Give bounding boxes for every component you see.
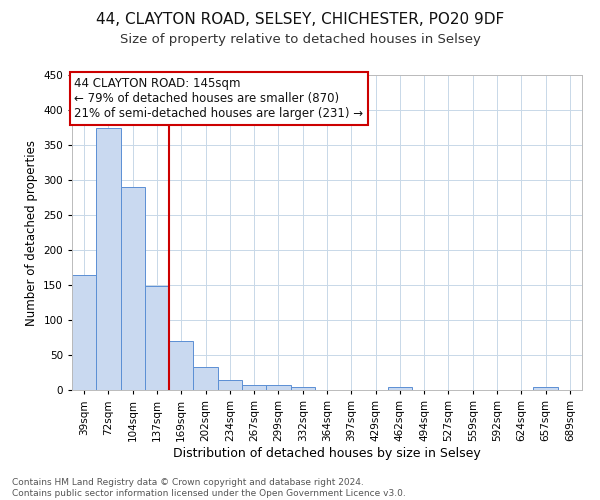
Bar bbox=[121, 187, 145, 390]
Bar bbox=[145, 286, 169, 390]
Text: 44 CLAYTON ROAD: 145sqm
← 79% of detached houses are smaller (870)
21% of semi-d: 44 CLAYTON ROAD: 145sqm ← 79% of detache… bbox=[74, 77, 364, 120]
Bar bbox=[96, 128, 121, 390]
X-axis label: Distribution of detached houses by size in Selsey: Distribution of detached houses by size … bbox=[173, 446, 481, 460]
Bar bbox=[193, 367, 218, 390]
Y-axis label: Number of detached properties: Number of detached properties bbox=[25, 140, 38, 326]
Bar bbox=[72, 274, 96, 390]
Text: Contains HM Land Registry data © Crown copyright and database right 2024.
Contai: Contains HM Land Registry data © Crown c… bbox=[12, 478, 406, 498]
Bar bbox=[388, 387, 412, 390]
Bar bbox=[533, 387, 558, 390]
Bar bbox=[290, 386, 315, 390]
Bar bbox=[266, 385, 290, 390]
Bar bbox=[169, 341, 193, 390]
Bar bbox=[218, 380, 242, 390]
Text: Size of property relative to detached houses in Selsey: Size of property relative to detached ho… bbox=[119, 32, 481, 46]
Bar bbox=[242, 385, 266, 390]
Text: 44, CLAYTON ROAD, SELSEY, CHICHESTER, PO20 9DF: 44, CLAYTON ROAD, SELSEY, CHICHESTER, PO… bbox=[96, 12, 504, 28]
